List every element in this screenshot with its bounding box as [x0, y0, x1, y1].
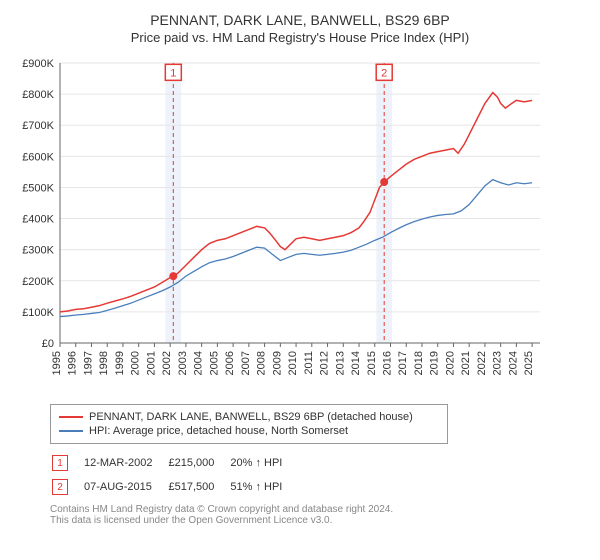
x-tick-label: 1998	[98, 351, 110, 375]
sale-index-box: 2	[52, 479, 68, 495]
y-tick-label: £100K	[22, 307, 54, 319]
x-tick-label: 2016	[381, 351, 393, 375]
y-tick-label: £900K	[22, 58, 54, 70]
x-tick-label: 2009	[271, 351, 283, 375]
sale-date: 12-MAR-2002	[84, 452, 166, 474]
sale-price: £517,500	[168, 476, 228, 498]
x-tick-label: 2007	[240, 351, 252, 375]
x-tick-label: 2024	[507, 351, 519, 375]
x-tick-label: 2023	[492, 351, 504, 375]
x-tick-label: 2013	[334, 351, 346, 375]
y-tick-label: £600K	[22, 151, 54, 163]
x-tick-label: 2000	[130, 351, 142, 375]
x-tick-label: 2018	[413, 351, 425, 375]
x-tick-label: 2015	[366, 351, 378, 375]
chart-container: £0 £100K £200K £300K £400K £500K £600K £700K £80…	[10, 53, 590, 396]
sale-delta: 20% ↑ HPI	[230, 452, 296, 474]
legend-row: PENNANT, DARK LANE, BANWELL, BS29 6BP (d…	[59, 411, 439, 423]
x-tick-label: 1996	[67, 351, 79, 375]
legend-label: PENNANT, DARK LANE, BANWELL, BS29 6BP (d…	[89, 411, 413, 423]
x-tick-label: 1995	[51, 351, 63, 375]
y-tick-label: £700K	[22, 120, 54, 132]
sale-index-box: 1	[52, 455, 68, 471]
markers-table: 1 12-MAR-2002£215,00020% ↑ HPI 2 07-AUG-201…	[50, 450, 298, 500]
page-subtitle: Price paid vs. HM Land Registry's House …	[10, 30, 590, 45]
sale-marker-number: 1	[170, 67, 176, 79]
y-tick-label: £300K	[22, 245, 54, 257]
x-tick-label: 2004	[193, 351, 205, 375]
y-tick-label: £0	[42, 338, 54, 350]
x-tick-label: 2001	[145, 351, 157, 375]
x-tick-label: 2010	[287, 351, 299, 375]
footnote-line: This data is licensed under the Open Gov…	[50, 515, 590, 526]
y-tick-label: £800K	[22, 89, 54, 101]
x-tick-label: 2019	[429, 351, 441, 375]
x-tick-label: 1999	[114, 351, 126, 375]
sale-marker-number: 2	[381, 67, 387, 79]
x-tick-label: 2022	[476, 351, 488, 375]
y-tick-label: £500K	[22, 182, 54, 194]
sale-marker-point	[380, 178, 388, 186]
legend-swatch	[59, 430, 83, 432]
x-tick-label: 2012	[319, 351, 331, 375]
footnote: Contains HM Land Registry data © Crown c…	[50, 504, 590, 526]
x-tick-label: 2014	[350, 351, 362, 375]
page-title: PENNANT, DARK LANE, BANWELL, BS29 6BP	[10, 12, 590, 28]
footnote-line: Contains HM Land Registry data © Crown c…	[50, 504, 590, 515]
x-tick-label: 2005	[208, 351, 220, 375]
line-chart: £0 £100K £200K £300K £400K £500K £600K £700K £80…	[10, 53, 550, 393]
x-tick-label: 2017	[397, 351, 409, 375]
legend-swatch	[59, 416, 83, 418]
legend-label: HPI: Average price, detached house, Nort…	[89, 425, 348, 437]
x-tick-label: 2020	[444, 351, 456, 375]
x-tick-label: 2006	[224, 351, 236, 375]
legend-box: PENNANT, DARK LANE, BANWELL, BS29 6BP (d…	[50, 404, 448, 444]
sale-delta: 51% ↑ HPI	[230, 476, 296, 498]
sale-price: £215,000	[168, 452, 228, 474]
y-tick-label: £400K	[22, 214, 54, 226]
x-tick-label: 2002	[161, 351, 173, 375]
x-tick-label: 2021	[460, 351, 472, 375]
x-tick-label: 2025	[523, 351, 535, 375]
sale-date: 07-AUG-2015	[84, 476, 166, 498]
x-tick-label: 1997	[82, 351, 94, 375]
x-tick-label: 2003	[177, 351, 189, 375]
x-tick-label: 2011	[303, 351, 315, 375]
x-tick-label: 2008	[256, 351, 268, 375]
legend-row: HPI: Average price, detached house, Nort…	[59, 425, 439, 437]
table-row: 1 12-MAR-2002£215,00020% ↑ HPI	[52, 452, 296, 474]
sale-marker-point	[169, 272, 177, 280]
table-row: 2 07-AUG-2015£517,50051% ↑ HPI	[52, 476, 296, 498]
y-tick-label: £200K	[22, 276, 54, 288]
